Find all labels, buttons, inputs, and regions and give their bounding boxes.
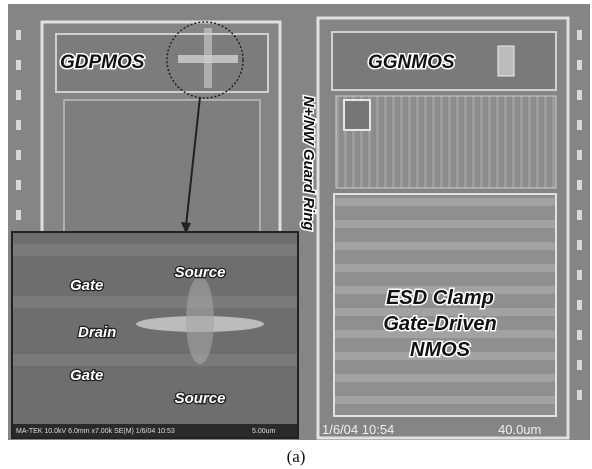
- caption: (a): [287, 447, 306, 466]
- inset-footer-scale: 5.00um: [252, 428, 276, 435]
- label-gdpmos: GDPMOS: [60, 52, 145, 73]
- inset-footer-info: MA-TEK 10.0kV 6.0mm x7.00k SE(M) 1/6/04 …: [16, 428, 175, 435]
- label-source: Source: [175, 390, 226, 407]
- label-esd: ESD Clamp: [386, 287, 494, 309]
- label-esd: NMOS: [410, 339, 471, 361]
- label-drain: Drain: [78, 324, 116, 341]
- label-gate: Gate: [70, 367, 103, 384]
- inset: [12, 232, 298, 438]
- label-ggnmos: GGNMOS: [368, 52, 455, 73]
- label-source: Source: [175, 264, 226, 281]
- label-esd: Gate-Driven: [383, 313, 496, 335]
- footer-date: 1/6/04 10:54: [322, 422, 394, 437]
- label-guard-ring: N+/NW Guard Ring: [300, 96, 317, 231]
- footer-scale: 40.0um: [498, 422, 541, 437]
- figure: GDPMOS GGNMOS N+/NW Guard Ring ESD Clamp…: [0, 0, 592, 469]
- label-gate: Gate: [70, 277, 103, 294]
